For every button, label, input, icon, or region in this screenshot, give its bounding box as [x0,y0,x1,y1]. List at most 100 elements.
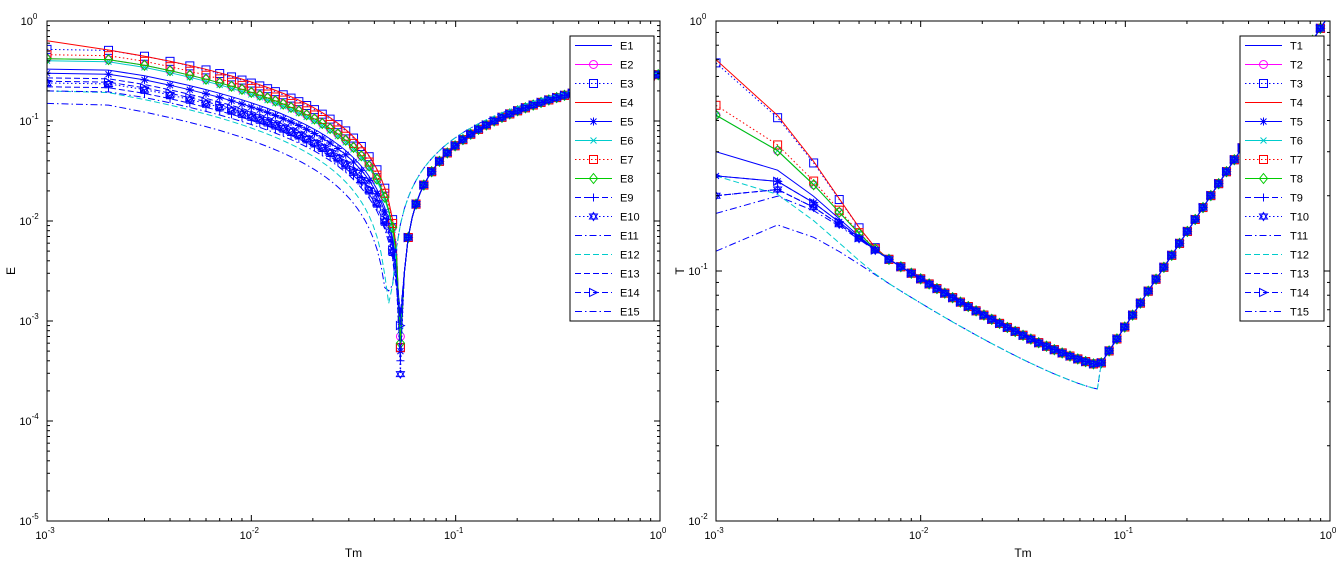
marker-T8-66 [1143,285,1153,297]
legend-marker-T6 [1260,137,1267,144]
marker-T8-2 [809,178,819,191]
marker-T8-112 [1327,21,1330,23]
marker-E5-10 [255,105,264,114]
series-line-E13 [47,74,659,314]
marker-T10-112 [1324,12,1332,19]
T-xtick-label-0: 10-3 [704,526,724,542]
marker-E5-26 [318,134,327,143]
marker-E14-38 [364,183,375,194]
legend-marker-T10 [1258,211,1269,220]
marker-T5-112 [1324,12,1332,20]
legend-label-T10: T10 [1290,212,1309,224]
E-xtick-label-3: 100 [650,526,667,542]
marker-E8-36 [356,149,366,162]
T-xtick-label-1: 10-2 [909,526,929,542]
E-ytick-label-1: 10-4 [19,412,39,428]
marker-T14-22 [971,306,982,316]
marker-E14-64 [466,129,476,140]
legend-label-T14: T14 [1290,288,1309,300]
marker-E8-6 [215,77,225,89]
marker-T14-20 [963,301,974,312]
marker-T14-9 [916,274,926,284]
marker-T8-46 [1065,350,1075,362]
marker-E8-5 [201,73,211,85]
marker-T7-1 [773,140,783,150]
marker-E5-18 [287,117,296,126]
marker-E14-6 [215,100,225,111]
marker-T14-42 [1049,344,1060,355]
legend-label-E13: E13 [620,269,640,281]
marker-E14-14 [270,118,281,129]
marker-T14-110 [1315,23,1326,34]
marker-T3-112 [1324,12,1332,20]
T-ytick-label-0: 10-2 [688,512,708,528]
marker-E8-0 [47,52,52,65]
marker-E5-34 [349,157,358,166]
legend-label-T3: T3 [1290,79,1303,91]
E-xtick-exp-1: -2 [252,526,260,535]
marker-T14-70 [1159,262,1170,273]
marker-E8-34 [348,141,359,154]
marker-E14-5 [201,96,212,107]
marker-E8-30 [333,128,343,140]
E-ylabel: E [4,267,18,275]
E-ytick-label-5: 100 [21,12,38,28]
marker-E14-44 [388,245,398,255]
marker-T14-3 [834,217,845,227]
E-plot-area [47,21,660,521]
marker-E8-44 [387,221,398,234]
E-ytick-label-2: 10-3 [19,312,39,328]
marker-T8-50 [1080,355,1091,368]
E-ytick-exp-5: 0 [33,12,38,21]
marker-E8-24 [309,113,320,125]
marker-E14-56 [434,156,445,167]
marker-E5-36 [357,166,366,175]
marker-E14-62 [458,134,469,145]
legend-label-E8: E8 [620,174,633,186]
marker-T2-112 [1324,12,1332,20]
E-xtick-label-2: 10-1 [444,526,464,542]
T-ytick-label-1: 10-1 [688,262,708,278]
legend-label-T8: T8 [1290,174,1303,186]
legend-label-T12: T12 [1290,250,1309,262]
legend-label-T15: T15 [1290,307,1309,319]
marker-T8-64 [1135,297,1146,309]
marker-T10-0-b [716,192,721,201]
marker-E5-44 [388,238,397,247]
marker-E14-9 [246,110,257,120]
marker-T14-82 [1206,190,1216,201]
marker-E8-16 [278,98,288,110]
marker-T14-12 [932,283,943,294]
legend-label-T7: T7 [1290,155,1303,167]
marker-T14-76 [1182,226,1193,237]
legend-marker-T7 [1259,155,1268,164]
marker-E5-22 [302,125,311,134]
marker-E10-46 [395,369,406,378]
legend-label-E14: E14 [620,288,640,300]
marker-T14-14 [940,288,950,298]
marker-T8-68 [1151,273,1161,286]
legend-label-E12: E12 [620,250,640,262]
legend-label-T11: T11 [1290,231,1308,243]
legend-marker-E8 [588,172,599,185]
marker-E5-9 [247,102,256,111]
marker-E5-5 [202,89,211,98]
marker-E5-6 [215,93,224,102]
marker-E8-56 [434,155,445,168]
marker-E5-38 [365,176,374,185]
marker-E14-50 [411,199,422,209]
legend-label-E5: E5 [620,117,633,129]
E-xlabel: Tm [345,546,362,560]
marker-E5-3 [166,81,175,90]
marker-T14-8 [906,268,917,278]
marker-T14-40 [1042,341,1052,352]
marker-T8-60 [1120,321,1130,333]
marker-T14-2 [809,197,819,208]
marker-E14-24 [309,136,320,147]
marker-E8-42 [380,191,390,204]
T-xtick-exp-3: 0 [1332,526,1337,535]
marker-E8-20 [294,105,304,117]
T-ytick-exp-0: -2 [701,512,709,521]
marker-E14-52 [419,180,429,190]
T-ytick-label-2: 100 [690,12,707,28]
